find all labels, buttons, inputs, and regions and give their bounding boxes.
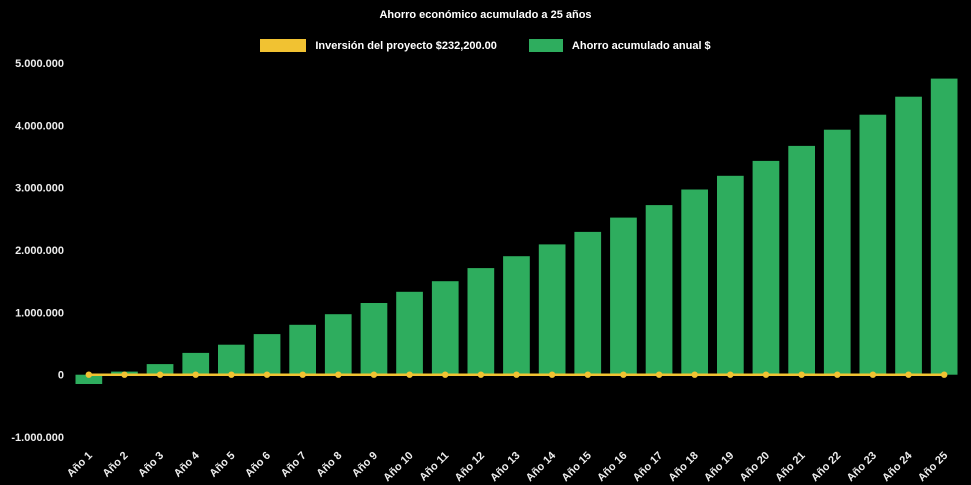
y-axis-label: 5.000.000 — [15, 58, 64, 70]
investment-line-point — [691, 371, 698, 378]
savings-bar — [681, 189, 708, 375]
investment-line-point — [834, 371, 841, 378]
savings-bar — [75, 374, 103, 384]
savings-bar — [717, 175, 744, 375]
x-axis-label: Año 12 — [453, 450, 487, 484]
investment-line-point — [299, 371, 306, 378]
savings-bar — [930, 78, 958, 375]
investment-line-point — [548, 371, 556, 378]
legend-label-savings: Ahorro acumulado anual $ — [571, 39, 711, 52]
x-axis-label: Año 5 — [207, 450, 237, 480]
investment-line-point — [228, 371, 235, 378]
investment-line-point — [798, 371, 805, 378]
savings-bar — [431, 281, 459, 375]
y-axis-label: 1.000.000 — [15, 307, 64, 319]
savings-bar — [574, 231, 602, 375]
investment-line-point — [762, 371, 770, 378]
x-axis-label: Año 21 — [773, 450, 807, 484]
investment-line-point — [941, 371, 948, 378]
savings-bar — [467, 268, 495, 375]
x-axis-label: Año 8 — [314, 450, 344, 480]
x-axis-label: Año 3 — [136, 450, 166, 480]
savings-bar — [610, 217, 637, 375]
investment-color-swatch — [260, 39, 307, 52]
x-axis-label: Año 25 — [916, 450, 950, 484]
savings-bar — [218, 344, 245, 375]
legend-item-savings: Ahorro acumulado anual $ — [528, 39, 711, 52]
x-axis-label: Año 14 — [524, 449, 559, 484]
x-axis-label: Año 13 — [488, 450, 522, 484]
x-axis-label: Año 23 — [845, 450, 879, 484]
savings-color-swatch — [528, 39, 563, 52]
x-axis-label: Año 1 — [65, 450, 95, 480]
investment-line-point — [584, 371, 591, 378]
savings-bar — [895, 96, 922, 375]
y-axis-label: -1.000.000 — [11, 432, 64, 444]
investment-line-point — [263, 371, 271, 378]
savings-bar — [396, 291, 423, 375]
x-axis-label: Año 15 — [559, 450, 593, 484]
y-axis-label: 2.000.000 — [15, 245, 64, 257]
investment-line-point — [370, 371, 378, 378]
investment-line-point — [192, 371, 199, 378]
savings-bar — [859, 114, 887, 375]
investment-line-point — [727, 371, 734, 378]
investment-line-point — [905, 371, 912, 378]
savings-bar — [253, 334, 281, 375]
investment-line-point — [513, 371, 520, 378]
savings-bar — [289, 324, 316, 375]
savings-bar — [324, 314, 352, 375]
investment-line-point — [655, 371, 663, 378]
investment-line-point — [477, 371, 485, 378]
x-axis-label: Año 2 — [101, 450, 131, 480]
x-axis-label: Año 19 — [702, 450, 736, 484]
x-axis-label: Año 24 — [880, 449, 915, 484]
y-axis-label: 3.000.000 — [15, 183, 64, 195]
investment-line-point — [406, 371, 413, 378]
investment-line-point — [121, 371, 128, 378]
savings-bar — [645, 205, 673, 375]
savings-bar — [503, 256, 530, 375]
investment-line-point — [442, 371, 449, 378]
y-axis-label: 0 — [58, 370, 64, 382]
savings-bar — [146, 364, 174, 375]
savings-bar — [360, 303, 388, 375]
savings-bar — [823, 129, 851, 375]
investment-line-point — [620, 371, 627, 378]
investment-line-point — [85, 371, 93, 378]
savings-bar — [538, 244, 566, 375]
x-axis-label: Año 4 — [172, 449, 203, 480]
x-axis-label: Año 16 — [595, 450, 629, 484]
x-axis-label: Año 6 — [243, 450, 273, 480]
savings-bar — [788, 145, 815, 375]
legend-item-investment: Inversión del proyecto $232,200.00 — [260, 39, 497, 52]
x-axis-label: Año 9 — [350, 450, 380, 480]
y-axis-label: 4.000.000 — [15, 120, 64, 132]
x-axis-label: Año 17 — [631, 450, 665, 484]
investment-line-point — [156, 371, 164, 378]
x-axis-label: Año 10 — [381, 450, 415, 484]
x-axis-label: Año 7 — [279, 450, 309, 480]
savings-bar — [752, 160, 780, 375]
x-axis-label: Año 18 — [666, 450, 700, 484]
x-axis-label: Año 11 — [417, 450, 451, 484]
x-axis-label: Año 22 — [809, 450, 843, 484]
chart-legend: Inversión del proyecto $232,200.00 Ahorr… — [0, 39, 971, 52]
x-axis-label: Año 20 — [738, 450, 772, 484]
chart-title: Ahorro económico acumulado a 25 años — [379, 9, 592, 21]
investment-line-point — [335, 371, 342, 378]
savings-bar — [182, 352, 210, 375]
legend-label-investment: Inversión del proyecto $232,200.00 — [315, 39, 497, 52]
investment-line-point — [869, 371, 877, 378]
